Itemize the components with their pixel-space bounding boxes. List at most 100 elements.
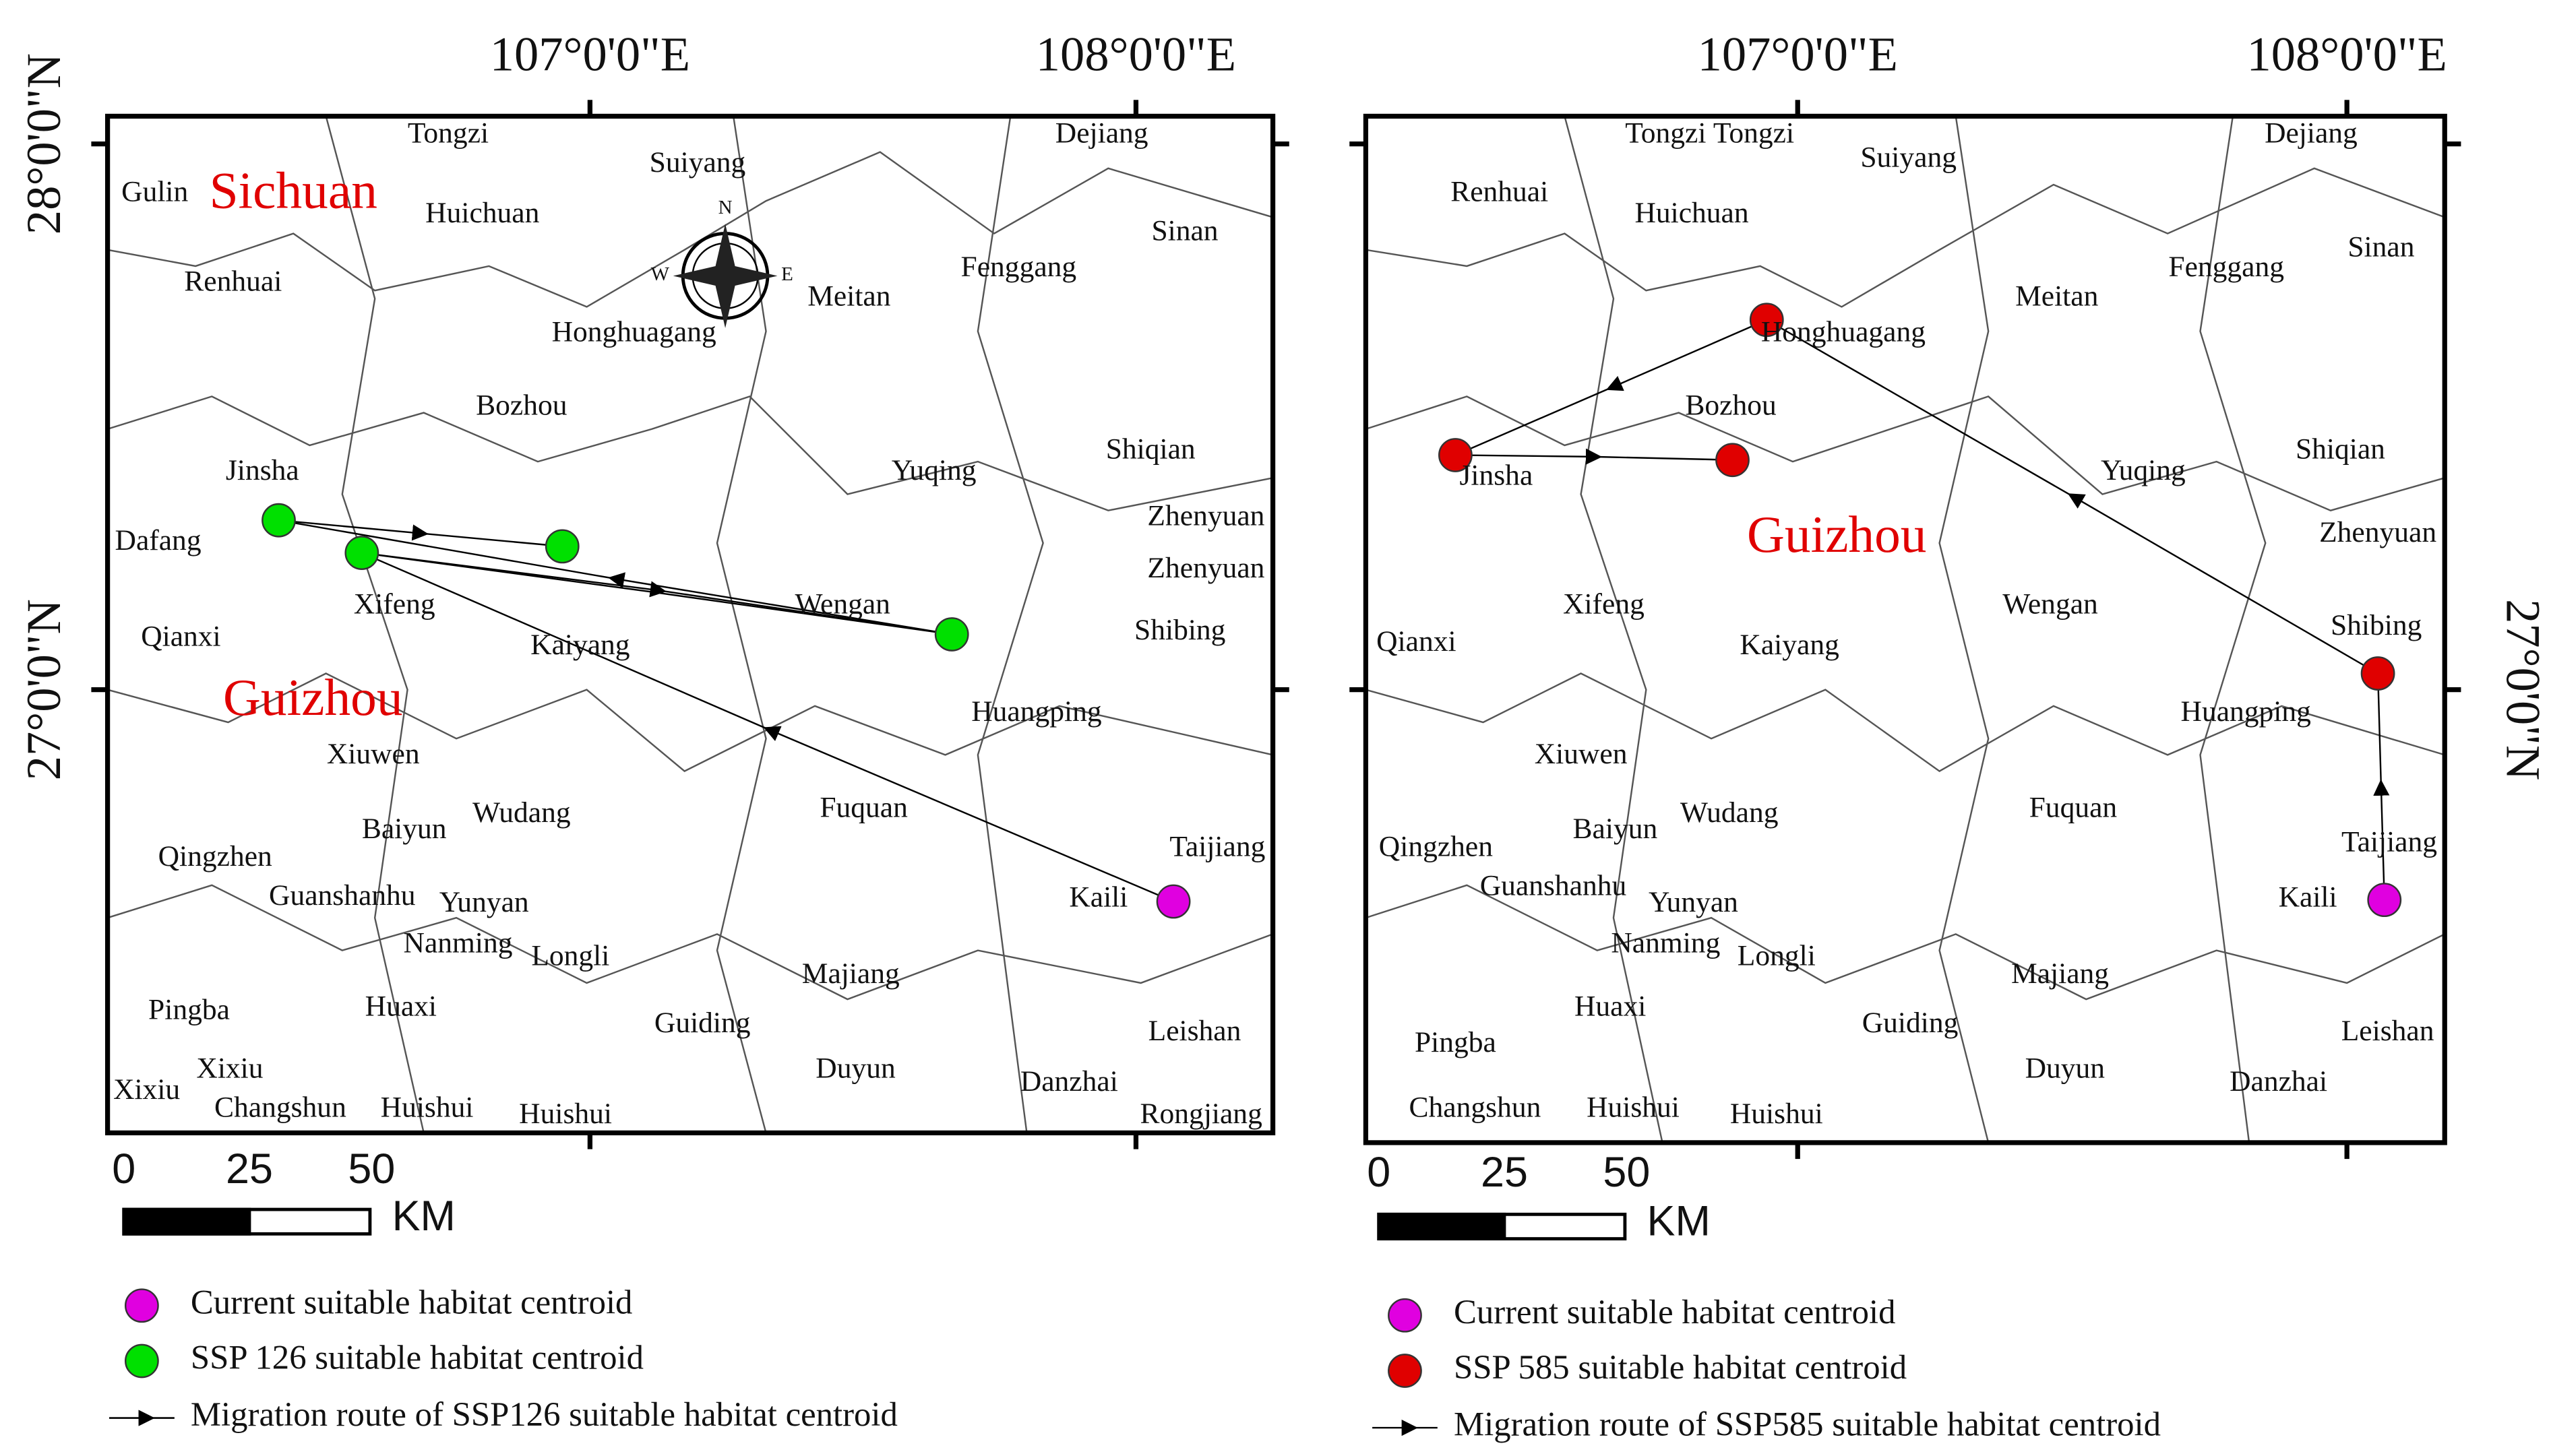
scale-unit: KM bbox=[1647, 1197, 1711, 1244]
latitude-label: 28°0'0"N bbox=[16, 53, 71, 234]
place-label: Tongzi bbox=[408, 117, 489, 149]
place-label: Guiding bbox=[654, 1007, 751, 1039]
place-label: Huangping bbox=[971, 695, 1101, 728]
place-label: Pingba bbox=[148, 993, 230, 1025]
place-label: Huaxi bbox=[365, 990, 437, 1023]
place-label: Gulin bbox=[121, 176, 188, 208]
place-label: Leishan bbox=[1148, 1015, 1241, 1047]
place-label: Yunyan bbox=[1649, 886, 1738, 918]
place-label: Changshun bbox=[214, 1091, 346, 1124]
left-frame bbox=[104, 113, 1276, 1136]
legend-label: Migration route of SSP126 suitable habit… bbox=[191, 1395, 898, 1433]
place-label: Xiuwen bbox=[1535, 738, 1628, 770]
place-label: Wengan bbox=[795, 588, 890, 620]
place-label: Baiyun bbox=[362, 813, 447, 845]
place-label: Baiyun bbox=[1573, 813, 1658, 845]
longitude-label: 108°0'0"E bbox=[1036, 26, 1236, 81]
legend-label: Migration route of SSP585 suitable habit… bbox=[1454, 1405, 2161, 1443]
place-label: Renhuai bbox=[1450, 176, 1548, 208]
place-label: Nanming bbox=[1611, 926, 1720, 959]
legend-label: SSP 585 suitable habitat centroid bbox=[1454, 1348, 1907, 1386]
legend-label: Current suitable habitat centroid bbox=[191, 1283, 633, 1321]
latitude-label: 27°0'0"N bbox=[2496, 599, 2549, 780]
routes bbox=[278, 319, 2390, 903]
place-label: Yuqing bbox=[2101, 454, 2186, 486]
scale-label: 50 bbox=[348, 1145, 395, 1193]
region-label: Guizhou bbox=[223, 668, 402, 726]
scale-label: 25 bbox=[226, 1145, 273, 1193]
compass-label: N bbox=[718, 197, 733, 218]
place-label: Xifeng bbox=[354, 588, 435, 620]
place-label: Shibing bbox=[1134, 614, 1225, 646]
legend-label: Current suitable habitat centroid bbox=[1454, 1293, 1896, 1331]
place-label: Huishui bbox=[1587, 1091, 1680, 1124]
place-label: Sinan bbox=[2347, 231, 2414, 263]
place-label: Bozhou bbox=[476, 389, 567, 421]
place-label: Huaxi bbox=[1574, 990, 1646, 1023]
place-label: Xixiu bbox=[196, 1052, 263, 1085]
compass: N W E bbox=[651, 197, 793, 328]
place-label: Zhenyuan bbox=[1147, 500, 1264, 532]
place-label: Dejiang bbox=[1055, 117, 1148, 149]
place-label: Majiang bbox=[2011, 957, 2109, 990]
place-label: Meitan bbox=[2015, 280, 2099, 312]
scale-bars bbox=[122, 1207, 1627, 1241]
place-label: Longli bbox=[1738, 940, 1816, 972]
place-label: Shiqian bbox=[1106, 433, 1196, 466]
place-label: Bozhou bbox=[1685, 389, 1777, 421]
place-label: Suiyang bbox=[650, 146, 746, 179]
place-label: Renhuai bbox=[184, 265, 282, 298]
place-label: Honghuagang bbox=[1761, 315, 1926, 348]
place-label: Qianxi bbox=[141, 621, 220, 653]
place-label: Huangping bbox=[2181, 695, 2311, 728]
place-label: Huishui bbox=[381, 1091, 474, 1124]
place-label: Guiding bbox=[1862, 1007, 1959, 1039]
place-label: Guanshanhu bbox=[1480, 870, 1627, 902]
place-label: Majiang bbox=[802, 957, 900, 990]
place-label: Leishan bbox=[2341, 1015, 2434, 1047]
place-label: Duyun bbox=[816, 1052, 896, 1085]
place-label: Kaili bbox=[1069, 881, 1128, 914]
place-label: Shiqian bbox=[2296, 433, 2385, 466]
latitude-label: 27°0'0"N bbox=[16, 599, 71, 780]
place-label: Dafang bbox=[115, 524, 202, 557]
place-label: Fenggang bbox=[961, 251, 1077, 283]
region-label: Sichuan bbox=[210, 162, 377, 220]
place-label: Danzhai bbox=[1020, 1065, 1118, 1098]
boundaries bbox=[107, 116, 2445, 1143]
compass-label: E bbox=[781, 263, 793, 285]
place-label: Xixiu bbox=[113, 1073, 180, 1106]
place-label: Wengan bbox=[2002, 588, 2098, 620]
place-label: Xiuwen bbox=[327, 738, 420, 770]
place-label: Fuquan bbox=[2029, 792, 2118, 824]
centroids bbox=[262, 303, 2402, 919]
legend-label: SSP 126 suitable habitat centroid bbox=[191, 1339, 644, 1376]
place-label: Huishui bbox=[1730, 1098, 1823, 1130]
place-label: Jinsha bbox=[1459, 459, 1533, 491]
place-label: Huishui bbox=[519, 1098, 612, 1130]
scale-label: 0 bbox=[1367, 1149, 1390, 1196]
place-label: Wudang bbox=[1680, 796, 1779, 829]
place-label: Suiyang bbox=[1860, 141, 1957, 174]
place-label: Taijiang bbox=[1169, 831, 1265, 863]
place-label: Zhenyuan bbox=[2319, 516, 2436, 548]
place-label: Dejiang bbox=[2265, 117, 2358, 149]
place-label: Yuqing bbox=[892, 454, 977, 486]
longitude-label: 107°0'0"E bbox=[490, 26, 690, 81]
right-frame bbox=[1363, 113, 2447, 1145]
place-label: Rongjiang bbox=[1140, 1098, 1262, 1130]
place-label: Zhenyuan bbox=[1147, 552, 1264, 584]
place-label: Danzhai bbox=[2230, 1065, 2327, 1098]
place-label: Duyun bbox=[2025, 1052, 2106, 1085]
place-label: Yunyan bbox=[439, 886, 529, 918]
scale-unit: KM bbox=[392, 1193, 456, 1240]
compass-label: W bbox=[651, 263, 670, 285]
graticule-ticks bbox=[91, 100, 2461, 1160]
place-label: Huichuan bbox=[425, 197, 539, 229]
place-label: Meitan bbox=[807, 280, 891, 312]
place-label: Shibing bbox=[2331, 609, 2422, 641]
place-label: Fuquan bbox=[820, 792, 908, 824]
place-label: Kaiyang bbox=[530, 629, 629, 661]
